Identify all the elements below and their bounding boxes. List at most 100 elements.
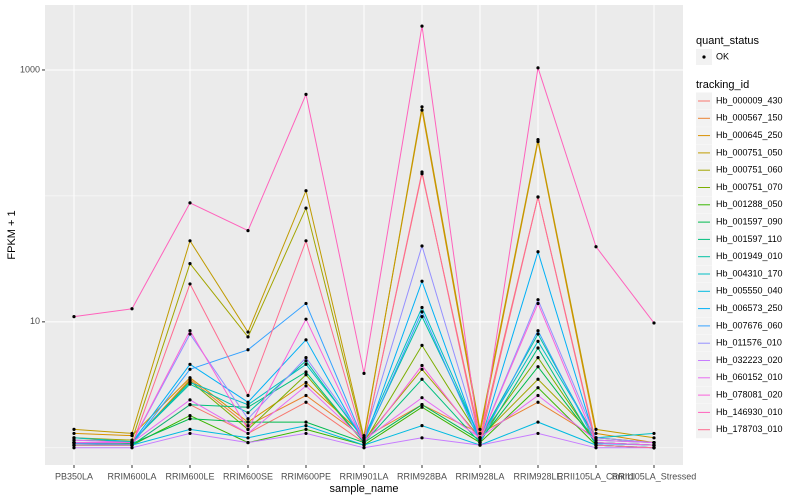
data-point bbox=[420, 24, 424, 28]
x-axis-title: sample_name bbox=[329, 483, 398, 495]
data-point bbox=[420, 305, 424, 310]
data-point bbox=[362, 371, 366, 375]
data-point bbox=[246, 405, 250, 409]
data-point bbox=[72, 427, 76, 431]
data-point bbox=[652, 443, 656, 447]
data-point bbox=[536, 377, 540, 381]
data-point bbox=[72, 438, 76, 442]
data-point bbox=[420, 105, 424, 109]
data-point bbox=[652, 431, 656, 436]
data-point bbox=[420, 405, 424, 409]
data-point bbox=[246, 436, 250, 440]
legend-symbol bbox=[702, 55, 706, 59]
data-point bbox=[594, 438, 598, 442]
legend-label: Hb_078081_020 bbox=[716, 389, 783, 399]
legend-label: Hb_000751_050 bbox=[716, 147, 783, 157]
data-point bbox=[188, 239, 192, 243]
data-point bbox=[536, 431, 540, 436]
legend-title: tracking_id bbox=[696, 79, 749, 91]
data-point bbox=[420, 363, 424, 368]
data-point bbox=[246, 403, 250, 407]
data-point bbox=[420, 279, 424, 283]
data-point bbox=[594, 436, 598, 440]
data-point bbox=[188, 362, 192, 366]
data-point bbox=[304, 356, 308, 360]
data-point bbox=[304, 189, 308, 193]
data-point bbox=[246, 330, 250, 334]
legend-title: quant_status bbox=[696, 35, 759, 47]
data-point bbox=[420, 108, 424, 112]
data-point bbox=[362, 443, 366, 447]
data-point bbox=[536, 195, 540, 199]
data-point bbox=[246, 431, 250, 436]
data-point bbox=[536, 400, 540, 404]
data-point bbox=[420, 315, 424, 319]
data-point bbox=[188, 417, 192, 421]
legend-label: Hb_001597_090 bbox=[716, 216, 783, 226]
legend-label: Hb_060152_010 bbox=[716, 372, 783, 382]
data-point bbox=[536, 386, 540, 390]
data-point bbox=[362, 433, 366, 438]
data-point bbox=[188, 282, 192, 286]
x-tick-label: RRIM600SE bbox=[223, 471, 273, 481]
data-point bbox=[304, 380, 308, 385]
data-point bbox=[304, 317, 308, 321]
data-point bbox=[304, 359, 308, 363]
data-point bbox=[188, 398, 192, 402]
points bbox=[72, 24, 656, 450]
data-point bbox=[188, 376, 192, 380]
data-point bbox=[246, 411, 250, 415]
data-point bbox=[536, 420, 540, 424]
data-point bbox=[304, 92, 308, 96]
x-tick-label: RRIM600LA bbox=[107, 471, 156, 481]
data-point bbox=[594, 443, 598, 447]
data-point bbox=[478, 431, 482, 436]
data-point bbox=[478, 436, 482, 440]
data-point bbox=[594, 440, 598, 445]
x-tick-label: RRII105LA_Stressed bbox=[612, 471, 697, 481]
data-point bbox=[246, 393, 250, 398]
data-point bbox=[536, 137, 540, 142]
data-point bbox=[420, 377, 424, 381]
legend-label: Hb_000009_430 bbox=[716, 95, 783, 105]
data-point bbox=[246, 420, 250, 424]
legend-label: Hb_001597_110 bbox=[716, 234, 782, 244]
data-point bbox=[188, 414, 192, 418]
data-point bbox=[536, 250, 540, 254]
data-point bbox=[652, 436, 656, 440]
data-point bbox=[246, 335, 250, 339]
legend-label: Hb_007676_060 bbox=[716, 320, 783, 330]
data-point bbox=[362, 436, 366, 440]
legend-label: Hb_146930_010 bbox=[716, 407, 783, 417]
data-point bbox=[72, 446, 76, 450]
data-point bbox=[594, 431, 598, 436]
legend-label: Hb_000751_070 bbox=[716, 182, 783, 192]
data-point bbox=[420, 244, 424, 248]
legend-label: Hb_005550_040 bbox=[716, 286, 783, 296]
data-point bbox=[536, 66, 540, 70]
data-point bbox=[652, 321, 656, 325]
data-point bbox=[420, 367, 424, 371]
data-point bbox=[72, 436, 76, 440]
data-point bbox=[72, 315, 76, 319]
data-point bbox=[130, 446, 134, 450]
data-point bbox=[536, 298, 540, 302]
data-point bbox=[478, 427, 482, 431]
data-point bbox=[304, 424, 308, 428]
data-point bbox=[536, 329, 540, 333]
data-point bbox=[536, 356, 540, 360]
data-point bbox=[420, 170, 424, 174]
data-point bbox=[304, 427, 308, 431]
data-point bbox=[536, 339, 540, 343]
data-point bbox=[72, 431, 76, 436]
data-point bbox=[536, 346, 540, 350]
data-point bbox=[246, 229, 250, 233]
data-point bbox=[594, 245, 598, 249]
data-point bbox=[420, 310, 424, 314]
data-point bbox=[246, 400, 250, 404]
data-point bbox=[246, 348, 250, 352]
data-point bbox=[652, 446, 656, 450]
data-point bbox=[188, 431, 192, 436]
legend-label: Hb_001288_050 bbox=[716, 199, 783, 209]
legend-label: OK bbox=[716, 51, 729, 61]
